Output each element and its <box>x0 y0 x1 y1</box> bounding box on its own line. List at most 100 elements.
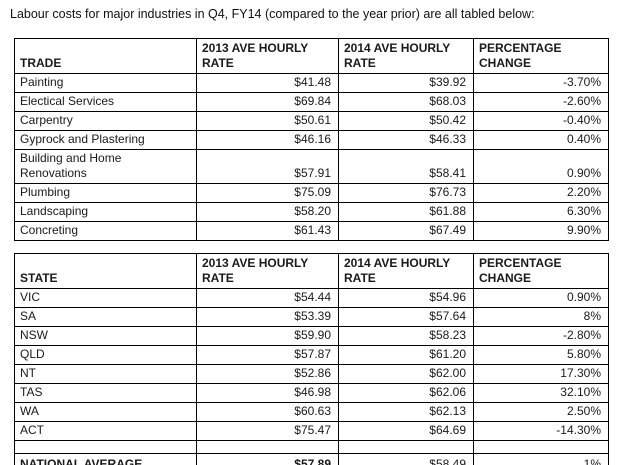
national-average-row: NATIONAL AVERAGE $57.89 $58.49 1% <box>14 453 609 465</box>
rate-2014-cell: $67.49 <box>338 221 474 241</box>
rate-2014-cell: $62.06 <box>338 383 474 403</box>
percentage-change-cell: 32.10% <box>473 383 609 403</box>
rate-2013-cell: $53.39 <box>196 307 339 327</box>
col-header-2013-rate: 2013 AVE HOURLY RATE <box>196 38 339 74</box>
percentage-change-cell: -14.30% <box>473 421 609 441</box>
rate-2013-cell: $58.20 <box>196 202 339 222</box>
trade-name-cell: Plumbing <box>14 183 197 203</box>
rate-2013-cell: $59.90 <box>196 326 339 346</box>
national-average-label: NATIONAL AVERAGE <box>14 453 197 465</box>
percentage-change-cell: 0.90% <box>473 149 609 184</box>
rate-2014-cell: $39.92 <box>338 73 474 93</box>
percentage-change-cell: 8% <box>473 307 609 327</box>
state-name-cell: TAS <box>14 383 197 403</box>
trade-name-cell: Carpentry <box>14 111 197 131</box>
trade-name-cell: Painting <box>14 73 197 93</box>
rate-2013-cell: $75.09 <box>196 183 339 203</box>
trade-name-cell: Gyprock and Plastering <box>14 130 197 150</box>
trade-name-cell: Building and Home Renovations <box>14 149 197 184</box>
rate-2013-cell: $61.43 <box>196 221 339 241</box>
rate-2014-cell: $76.73 <box>338 183 474 203</box>
page-title: Labour costs for major industries in Q4,… <box>10 7 535 21</box>
state-table: STATE 2013 AVE HOURLY RATE 2014 AVE HOUR… <box>14 253 609 465</box>
percentage-change-cell: 6.30% <box>473 202 609 222</box>
state-header-row: STATE 2013 AVE HOURLY RATE 2014 AVE HOUR… <box>14 253 609 289</box>
rate-2014-cell: $62.00 <box>338 364 474 384</box>
table-row: NSW $59.90 $58.23 -2.80% <box>14 326 609 346</box>
empty-cell <box>196 440 339 454</box>
trade-table-body: Painting $41.48 $39.92 -3.70% Electical … <box>14 73 609 241</box>
state-name-cell: NSW <box>14 326 197 346</box>
table-row: QLD $57.87 $61.20 5.80% <box>14 345 609 365</box>
empty-cell <box>473 440 609 454</box>
col-header-2013-rate: 2013 AVE HOURLY RATE <box>196 253 339 289</box>
table-row: Landscaping $58.20 $61.88 6.30% <box>14 202 609 222</box>
rate-2013-cell: $75.47 <box>196 421 339 441</box>
rate-2013-cell: $46.16 <box>196 130 339 150</box>
rate-2014-cell: $46.33 <box>338 130 474 150</box>
rate-2013-cell: $69.84 <box>196 92 339 112</box>
spacer-row <box>14 440 609 454</box>
table-row: Carpentry $50.61 $50.42 -0.40% <box>14 111 609 131</box>
rate-2014-cell: $62.13 <box>338 402 474 422</box>
trade-name-cell: Electical Services <box>14 92 197 112</box>
col-header-trade: TRADE <box>14 38 197 74</box>
percentage-change-cell: 2.20% <box>473 183 609 203</box>
rate-2014-cell: $64.69 <box>338 421 474 441</box>
trade-name-cell: Concreting <box>14 221 197 241</box>
rate-2013-cell: $57.91 <box>196 149 339 184</box>
state-name-cell: VIC <box>14 288 197 308</box>
table-row: SA $53.39 $57.64 8% <box>14 307 609 327</box>
table-row: Plumbing $75.09 $76.73 2.20% <box>14 183 609 203</box>
empty-cell <box>338 440 474 454</box>
percentage-change-cell: 0.90% <box>473 288 609 308</box>
percentage-change-cell: -2.80% <box>473 326 609 346</box>
table-row: ACT $75.47 $64.69 -14.30% <box>14 421 609 441</box>
percentage-change-cell: 0.40% <box>473 130 609 150</box>
rate-2013-cell: $57.87 <box>196 345 339 365</box>
rate-2013-cell: $52.86 <box>196 364 339 384</box>
rate-2014-cell: $57.64 <box>338 307 474 327</box>
rate-2014-cell: $61.20 <box>338 345 474 365</box>
percentage-change-cell: -2.60% <box>473 92 609 112</box>
rate-2013-cell: $54.44 <box>196 288 339 308</box>
col-header-2014-rate: 2014 AVE HOURLY RATE <box>338 38 474 74</box>
table-row: VIC $54.44 $54.96 0.90% <box>14 288 609 308</box>
state-name-cell: SA <box>14 307 197 327</box>
rate-2013-cell: $50.61 <box>196 111 339 131</box>
state-name-cell: NT <box>14 364 197 384</box>
col-header-percentage-change: PERCENTAGE CHANGE <box>473 38 609 74</box>
table-row: TAS $46.98 $62.06 32.10% <box>14 383 609 403</box>
state-name-cell: QLD <box>14 345 197 365</box>
rate-2013-cell: $41.48 <box>196 73 339 93</box>
col-header-state: STATE <box>14 253 197 289</box>
rate-2014-cell: $61.88 <box>338 202 474 222</box>
trade-table-head: TRADE 2013 AVE HOURLY RATE 2014 AVE HOUR… <box>14 38 609 74</box>
percentage-change-cell: -0.40% <box>473 111 609 131</box>
trade-table: TRADE 2013 AVE HOURLY RATE 2014 AVE HOUR… <box>14 38 609 241</box>
rate-2014-cell: $58.23 <box>338 326 474 346</box>
table-row: Electical Services $69.84 $68.03 -2.60% <box>14 92 609 112</box>
table-row: WA $60.63 $62.13 2.50% <box>14 402 609 422</box>
rate-2014-cell: $58.41 <box>338 149 474 184</box>
table-row: NT $52.86 $62.00 17.30% <box>14 364 609 384</box>
percentage-change-cell: 5.80% <box>473 345 609 365</box>
rate-2014-cell: $58.49 <box>338 453 474 465</box>
state-table-body: VIC $54.44 $54.96 0.90% SA $53.39 $57.64… <box>14 288 609 465</box>
empty-cell <box>14 440 197 454</box>
percentage-change-cell: -3.70% <box>473 73 609 93</box>
percentage-change-cell: 17.30% <box>473 364 609 384</box>
rate-2014-cell: $54.96 <box>338 288 474 308</box>
percentage-change-cell: 2.50% <box>473 402 609 422</box>
table-row: Gyprock and Plastering $46.16 $46.33 0.4… <box>14 130 609 150</box>
percentage-change-cell: 9.90% <box>473 221 609 241</box>
percentage-change-cell: 1% <box>473 453 609 465</box>
rate-2013-cell: $46.98 <box>196 383 339 403</box>
rate-2013-cell: $60.63 <box>196 402 339 422</box>
rate-2014-cell: $50.42 <box>338 111 474 131</box>
rate-2013-cell: $57.89 <box>196 453 339 465</box>
col-header-percentage-change: PERCENTAGE CHANGE <box>473 253 609 289</box>
table-row: Concreting $61.43 $67.49 9.90% <box>14 221 609 241</box>
rate-2014-cell: $68.03 <box>338 92 474 112</box>
